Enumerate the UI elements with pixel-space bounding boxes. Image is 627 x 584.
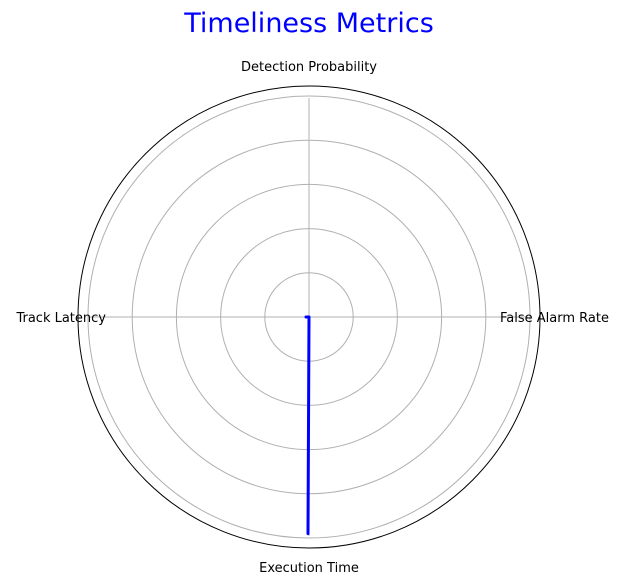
axis-label-detection-probability: Detection Probability: [241, 60, 377, 75]
series-point: [308, 316, 310, 318]
chart-title: Timeliness Metrics: [183, 8, 434, 39]
axis-label-execution-time: Execution Time: [259, 561, 359, 576]
radar-frame: [77, 85, 541, 549]
axis-label-false-alarm-rate: False Alarm Rate: [500, 311, 609, 326]
radial-gridline: [87, 95, 531, 539]
series-line: [304, 315, 311, 536]
radar-series: [304, 315, 311, 536]
series-point: [308, 533, 310, 535]
axis-label-track-latency: Track Latency: [15, 311, 106, 326]
